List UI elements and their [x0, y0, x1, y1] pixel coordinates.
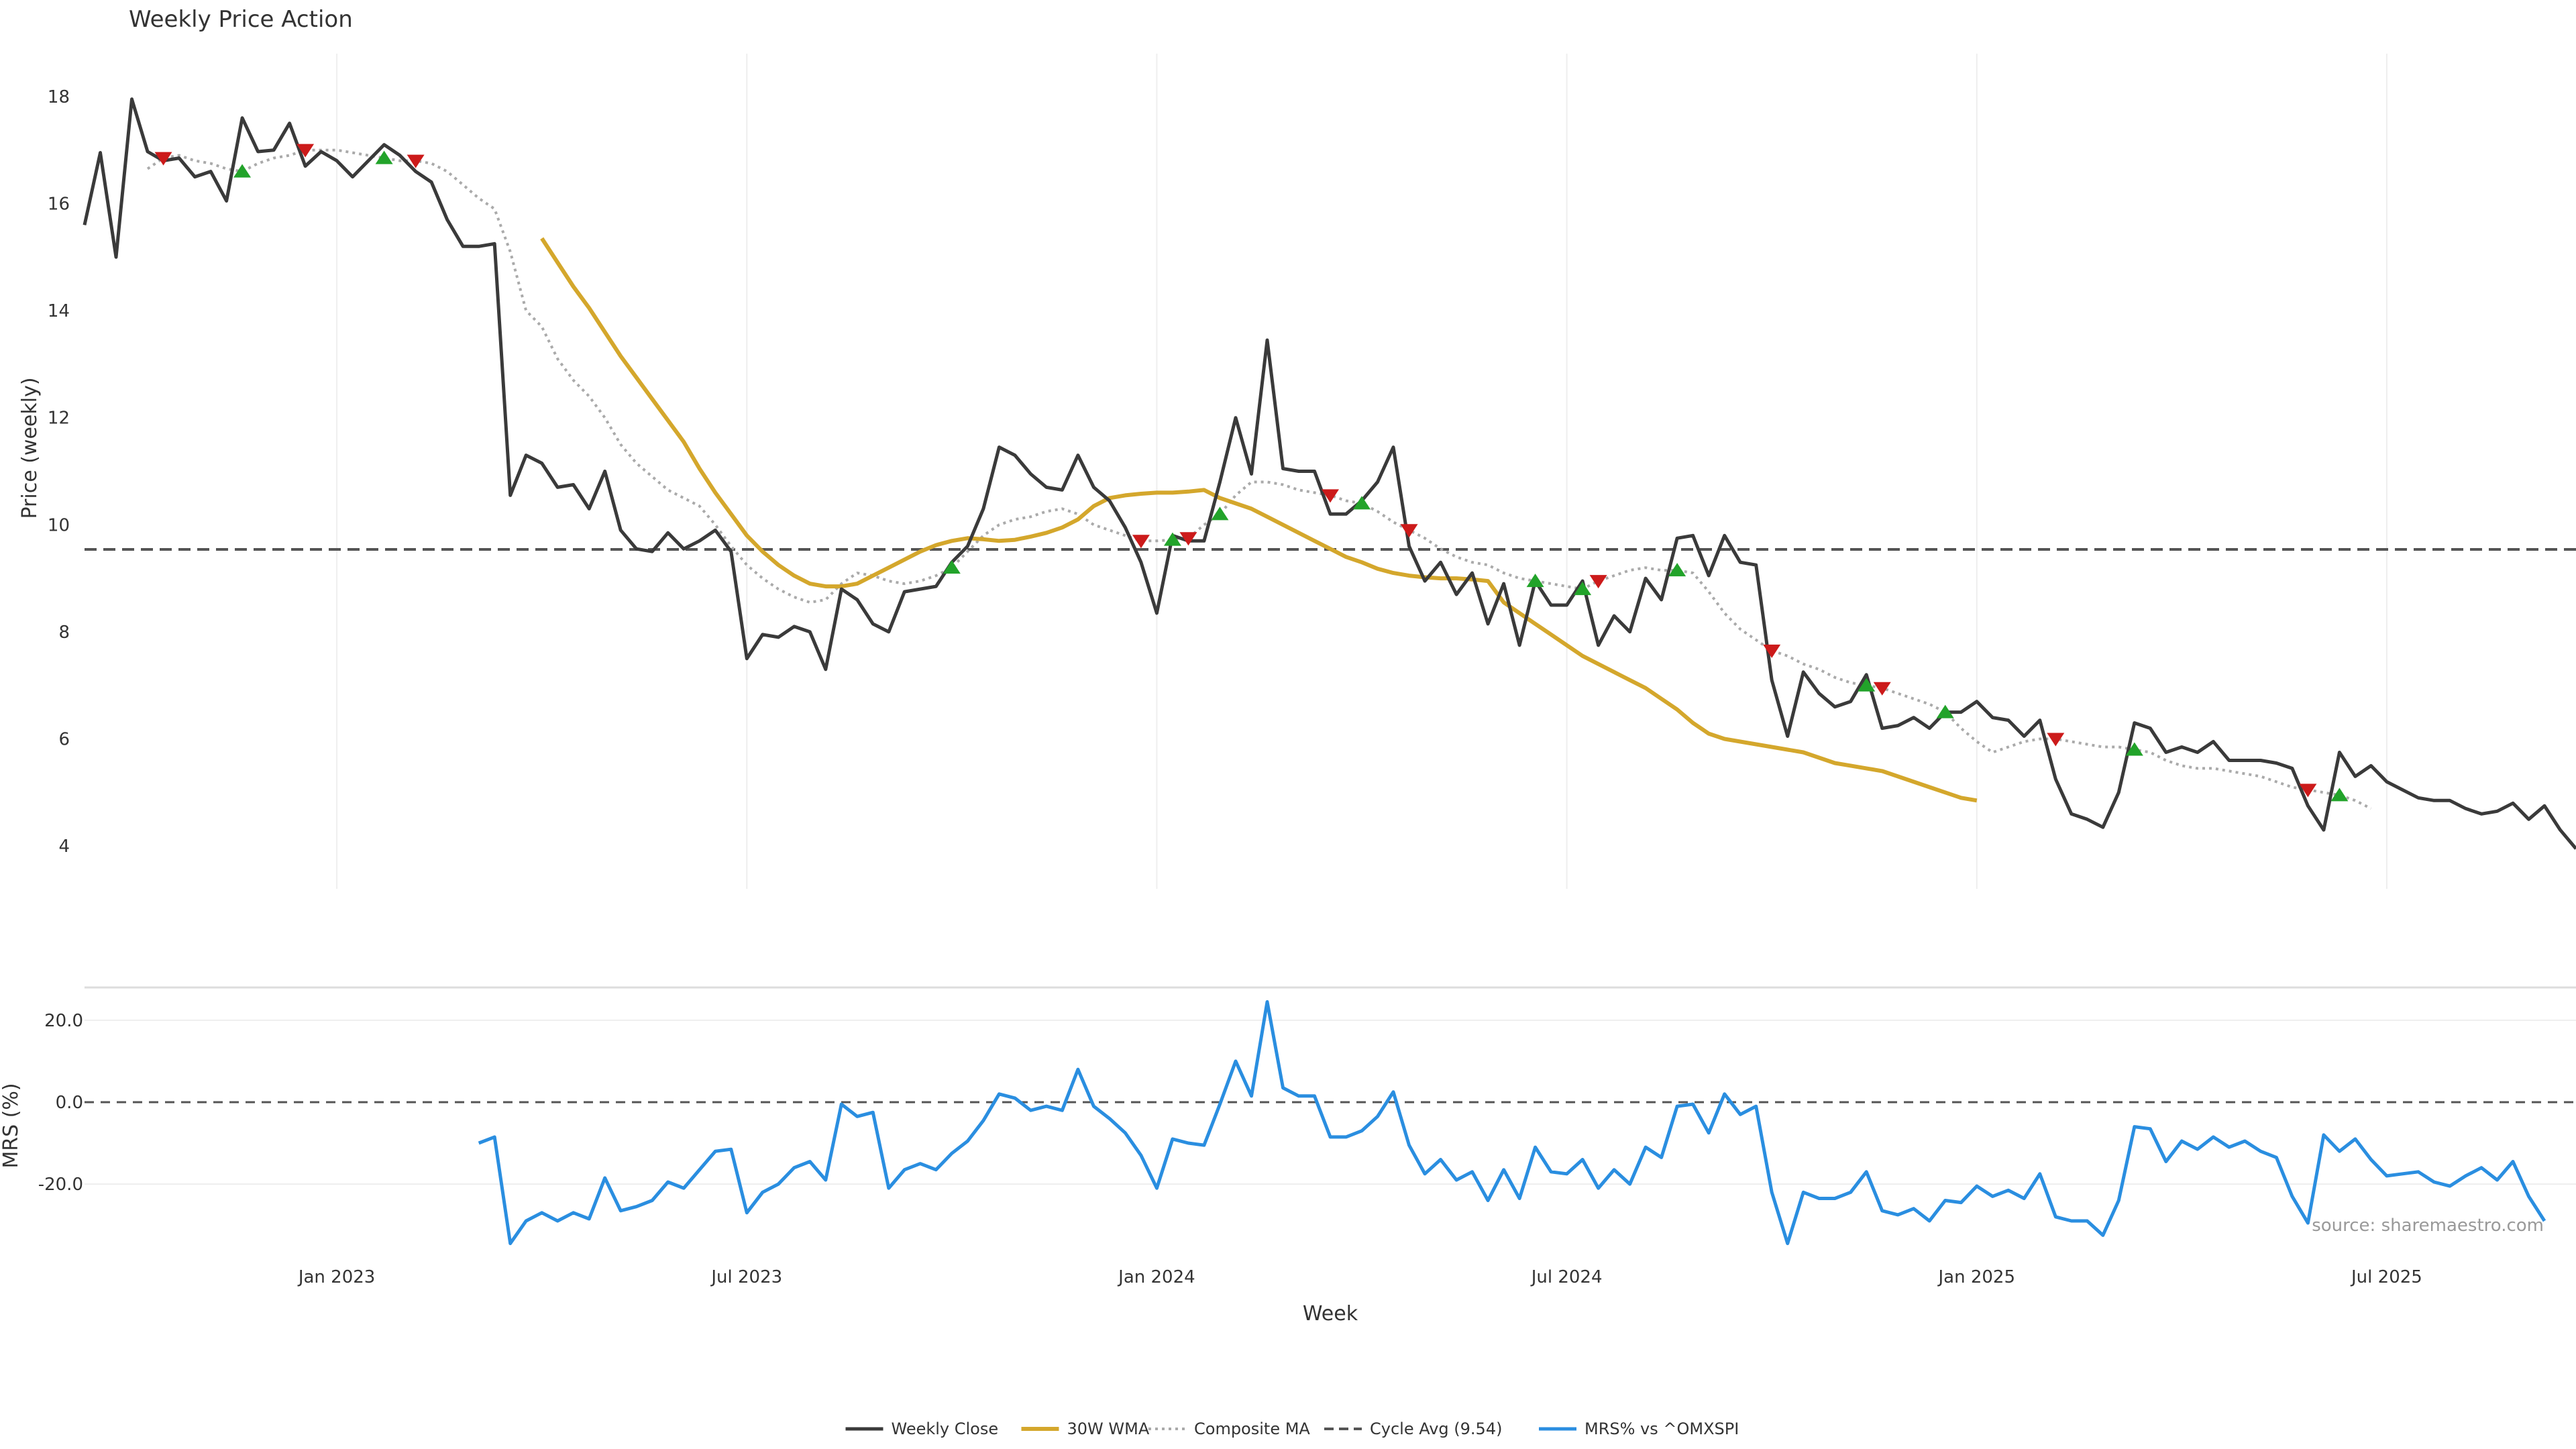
sell-signal-marker: [297, 144, 315, 158]
legend-label: Cycle Avg (9.54): [1370, 1419, 1502, 1438]
mrs-axis-label: MRS (%): [0, 1083, 23, 1168]
mrs-tick-label: -20.0: [38, 1175, 83, 1195]
sell-signal-marker: [407, 154, 425, 168]
y-tick-label: 6: [58, 730, 70, 750]
sell-signal-marker: [154, 152, 172, 166]
y-axis-label: Price (weekly): [18, 377, 42, 519]
buy-signal-marker: [1353, 496, 1371, 510]
y-tick-label: 8: [58, 623, 70, 643]
buy-signal-marker: [1936, 704, 1954, 718]
buy-signal-marker: [1211, 506, 1229, 521]
legend-item: Cycle Avg (9.54): [1324, 1419, 1502, 1438]
sell-signal-marker: [1873, 682, 1891, 696]
legend-item: MRS% vs ^OMXSPI: [1539, 1419, 1739, 1438]
buy-signal-marker: [1858, 678, 1876, 692]
y-tick-label: 4: [58, 837, 70, 857]
buy-signal-marker: [1574, 582, 1592, 596]
legend-item: Composite MA: [1148, 1419, 1310, 1438]
series: [83, 97, 2576, 1246]
buy-signal-marker: [2330, 788, 2349, 802]
x-tick-label: Jan 2024: [1117, 1267, 1195, 1287]
signal-markers: [154, 144, 2349, 802]
legend-label: MRS% vs ^OMXSPI: [1585, 1419, 1739, 1438]
sell-signal-marker: [1763, 644, 1781, 658]
buy-signal-marker: [2125, 742, 2143, 756]
y-tick-label: 14: [48, 301, 70, 321]
sell-signal-marker: [2047, 733, 2065, 747]
buy-signal-marker: [1163, 532, 1181, 546]
sell-signal-marker: [1589, 575, 1607, 589]
chart-title: Weekly Price Action: [129, 6, 353, 33]
sell-signal-marker: [1132, 535, 1150, 549]
source-credit: source: sharemaestro.com: [2312, 1216, 2544, 1236]
legend: Weekly Close 30W WMA Composite MA Cycle Avg…: [845, 1419, 1739, 1438]
sell-signal-marker: [1179, 532, 1197, 546]
legend-label: Weekly Close: [892, 1419, 999, 1438]
legend-item: 30W WMA: [1021, 1419, 1150, 1438]
buy-signal-marker: [1668, 563, 1686, 577]
y-tick-label: 12: [48, 409, 70, 429]
grid: [85, 54, 2576, 1185]
mrs-tick-label: 0.0: [56, 1093, 83, 1113]
buy-signal-marker: [375, 150, 393, 164]
mrs-tick-label: 20.0: [44, 1011, 83, 1031]
mrs-line: [478, 1000, 2546, 1246]
reference-lines: [85, 548, 2576, 1104]
weekly-close-line: [83, 97, 2576, 850]
composite-ma-line: [146, 148, 2372, 810]
x-axis-label: Week: [1303, 1302, 1358, 1326]
x-tick-label: Jul 2025: [2350, 1267, 2422, 1287]
sell-signal-marker: [1322, 489, 1339, 503]
buy-signal-marker: [233, 164, 252, 178]
y-tick-label: 10: [48, 515, 70, 535]
legend-label: 30W WMA: [1067, 1419, 1150, 1438]
buy-signal-marker: [1526, 574, 1544, 588]
x-tick-label: Jul 2024: [1530, 1267, 1603, 1287]
buy-signal-marker: [943, 560, 961, 574]
legend-label: Composite MA: [1194, 1419, 1310, 1438]
wma-30w-line: [540, 237, 1978, 803]
x-tick-label: Jul 2023: [710, 1267, 782, 1287]
legend-item: Weekly Close: [845, 1419, 999, 1438]
y-tick-label: 16: [48, 194, 70, 214]
sell-signal-marker: [1400, 524, 1418, 538]
y-tick-label: 18: [48, 87, 70, 107]
axes: Jan 2023 Jul 2023 Jan 2024 Jul 2024 Jan 2025…: [38, 87, 2422, 1287]
x-tick-label: Jan 2023: [297, 1267, 376, 1287]
sell-signal-marker: [2299, 784, 2317, 798]
x-tick-label: Jan 2025: [1937, 1267, 2016, 1287]
